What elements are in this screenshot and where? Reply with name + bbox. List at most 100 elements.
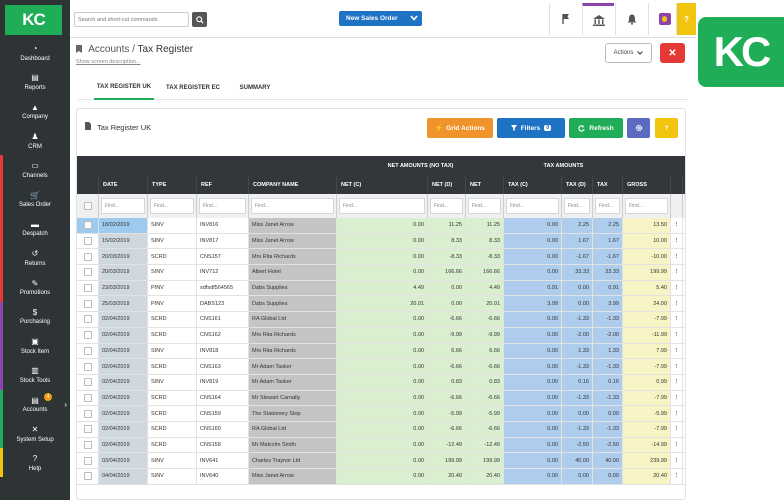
user-avatar-icon[interactable]: [648, 3, 680, 35]
row-menu-icon[interactable]: ⋮: [671, 265, 683, 280]
sidebar-item-sales-order[interactable]: 🛒 Sales Order: [0, 184, 70, 214]
row-checkbox[interactable]: [83, 221, 92, 230]
column-header-tax-c[interactable]: TAX (C): [504, 175, 562, 194]
new-sales-order-button[interactable]: New Sales Order: [339, 11, 422, 26]
filter-input-tax-c[interactable]: Find...: [506, 198, 559, 214]
row-checkbox[interactable]: [83, 268, 92, 277]
table-row[interactable]: 02/04/2019 SINV INV818 Mrs Rita Richards 0.0…: [77, 343, 685, 360]
row-checkbox[interactable]: [83, 425, 92, 434]
table-row[interactable]: 02/04/2019 SINV INV819 Mr Adam Tasker 0.00 0.…: [77, 374, 685, 391]
row-menu-icon[interactable]: ⋮: [671, 406, 683, 421]
row-menu-icon[interactable]: ⋮: [671, 218, 683, 233]
tab-tax-register-uk[interactable]: TAX REGISTER UK: [94, 76, 154, 100]
column-header-type[interactable]: TYPE: [148, 175, 197, 194]
sidebar-item-channels[interactable]: ▭ Channels: [0, 155, 70, 185]
table-row[interactable]: 02/04/2019 SCRD CNS164 Mr Stewart Carnally 0…: [77, 390, 685, 407]
table-row[interactable]: 02/04/2019 SCRD CNS161 RA Global Ltd 0.00 -6.…: [77, 312, 685, 328]
help-question-icon[interactable]: ?: [676, 3, 696, 35]
row-menu-icon[interactable]: ⋮: [671, 453, 683, 468]
row-checkbox[interactable]: [83, 440, 92, 449]
column-header-ref[interactable]: REF: [197, 175, 249, 194]
search-input[interactable]: Search and short-cut commands: [74, 12, 189, 27]
notifications-flag-icon[interactable]: [549, 3, 581, 35]
table-row[interactable]: 02/04/2019 SCRD CNS163 Mr Adam Tasker 0.00 -6…: [77, 359, 685, 375]
row-menu-icon[interactable]: ⋮: [671, 233, 683, 249]
row-checkbox[interactable]: [83, 378, 92, 387]
bank-icon[interactable]: [582, 3, 614, 35]
bell-icon[interactable]: [615, 3, 647, 35]
filter-input-net[interactable]: Find...: [468, 198, 501, 214]
table-row[interactable]: 02/04/2019 SCRD CNS162 Mrs Rita Richards 0.0…: [77, 327, 685, 344]
filter-input-date[interactable]: Find...: [101, 198, 145, 214]
sidebar-item-stock-tools[interactable]: ▥ Stock Tools: [0, 360, 70, 390]
table-row[interactable]: 02/04/2019 SCRD CNS160 RA Global Ltd 0.00 -6.…: [77, 421, 685, 438]
refresh-button[interactable]: Refresh: [569, 118, 623, 138]
row-checkbox[interactable]: [83, 393, 92, 402]
table-row[interactable]: 15/02/2019 SINV INV817 Miss Janet Arrow 0.00…: [77, 233, 685, 250]
row-menu-icon[interactable]: ⋮: [671, 249, 683, 265]
search-button[interactable]: [192, 12, 207, 27]
row-checkbox[interactable]: [83, 472, 92, 481]
filter-input-company-name[interactable]: Find...: [251, 198, 334, 214]
table-row[interactable]: 02/04/2019 SCRD CNS159 The Stationery Stop 0…: [77, 406, 685, 422]
filter-input-type[interactable]: Find...: [150, 198, 194, 214]
row-menu-icon[interactable]: ⋮: [671, 359, 683, 374]
row-checkbox[interactable]: [83, 315, 92, 324]
column-header-gross[interactable]: GROSS: [623, 175, 671, 194]
row-menu-icon[interactable]: ⋮: [671, 390, 683, 406]
row-checkbox[interactable]: [83, 252, 92, 261]
close-button[interactable]: ✕: [660, 43, 685, 63]
column-header-net-c[interactable]: NET (C): [337, 175, 428, 194]
filter-input-net-d[interactable]: Find...: [430, 198, 463, 214]
table-row[interactable]: 02/04/2019 SCRD CNS158 Mr Malcolm Smith 0.00…: [77, 437, 685, 454]
row-checkbox[interactable]: [83, 299, 92, 308]
row-checkbox[interactable]: [83, 409, 92, 418]
filter-input-gross[interactable]: Find...: [625, 198, 668, 214]
row-menu-icon[interactable]: ⋮: [671, 374, 683, 390]
column-header-company-name[interactable]: COMPANY NAME: [249, 175, 337, 194]
filter-input-ref[interactable]: Find...: [199, 198, 246, 214]
row-checkbox[interactable]: [83, 346, 92, 355]
row-menu-icon[interactable]: ⋮: [671, 312, 683, 327]
sidebar-item-despatch[interactable]: ▬ Despatch: [0, 213, 70, 244]
row-menu-icon[interactable]: ⋮: [671, 421, 683, 437]
filter-input-tax-d[interactable]: Find...: [564, 198, 590, 214]
table-row[interactable]: 04/04/2019 SINV INV640 Miss Janet Arrow 0.00…: [77, 469, 685, 485]
row-menu-icon[interactable]: ⋮: [671, 296, 683, 312]
grid-actions-button[interactable]: ⚡ Grid Actions: [427, 118, 493, 138]
column-header-net-d[interactable]: NET (D): [428, 175, 466, 194]
row-menu-icon[interactable]: ⋮: [671, 280, 683, 296]
actions-dropdown[interactable]: Actions: [605, 43, 652, 63]
filter-input-tax[interactable]: Find...: [595, 198, 620, 214]
column-header-net[interactable]: NET: [466, 175, 504, 194]
table-row[interactable]: 23/03/2019 PINV sdfsdf564565 Dabs Supplies 4…: [77, 280, 685, 297]
sidebar-item-company[interactable]: ▲ Company: [0, 96, 70, 126]
sidebar-item-reports[interactable]: ▤ Reports: [0, 67, 70, 97]
column-header-tax-d[interactable]: TAX (D): [562, 175, 593, 194]
tab-tax-register-ec[interactable]: TAX REGISTER EC: [166, 85, 220, 91]
table-row[interactable]: 18/02/2019 SINV INV816 Miss Janet Arrow 0.00…: [77, 218, 685, 234]
row-menu-icon[interactable]: ⋮: [671, 469, 683, 484]
settings-button[interactable]: [627, 118, 650, 138]
sidebar-item-returns[interactable]: ↺ Returns: [0, 243, 70, 273]
tab-summary[interactable]: SUMMARY: [239, 85, 271, 91]
filters-button[interactable]: Filters 0: [497, 118, 565, 138]
row-checkbox[interactable]: [83, 331, 92, 340]
sidebar-item-help[interactable]: ? Help: [0, 448, 70, 478]
table-row[interactable]: 25/03/2019 PINV DABS123 Dabs Supplies 20.01 0…: [77, 296, 685, 313]
column-header-tax[interactable]: TAX: [593, 175, 623, 194]
row-menu-icon[interactable]: ⋮: [671, 343, 683, 359]
table-row[interactable]: 20/03/2019 SINV INV712 Albert Hotel 0.00 166.…: [77, 265, 685, 281]
sidebar-item-purchasing[interactable]: $ Purchasing: [0, 301, 70, 331]
table-row[interactable]: 03/04/2019 SINV INV641 Charles Traynor Ltd 0…: [77, 453, 685, 469]
table-row[interactable]: 20/03/2019 SCRD CNS157 Mrs Rita Richards 0.0…: [77, 249, 685, 266]
row-checkbox[interactable]: [83, 456, 92, 465]
screen-description-link[interactable]: Show screen description...: [76, 59, 141, 65]
sidebar-item-system-setup[interactable]: ✕ System Setup: [0, 418, 70, 449]
app-logo[interactable]: KC: [5, 5, 62, 35]
help-button[interactable]: ?: [655, 118, 678, 138]
row-checkbox[interactable]: [83, 237, 92, 246]
sidebar-item-crm[interactable]: ♟ CRM: [0, 125, 70, 156]
sidebar-item-dashboard[interactable]: ◔ Dashboard: [0, 38, 70, 68]
sidebar-item-promotions[interactable]: ✎ Promotions: [0, 272, 70, 302]
